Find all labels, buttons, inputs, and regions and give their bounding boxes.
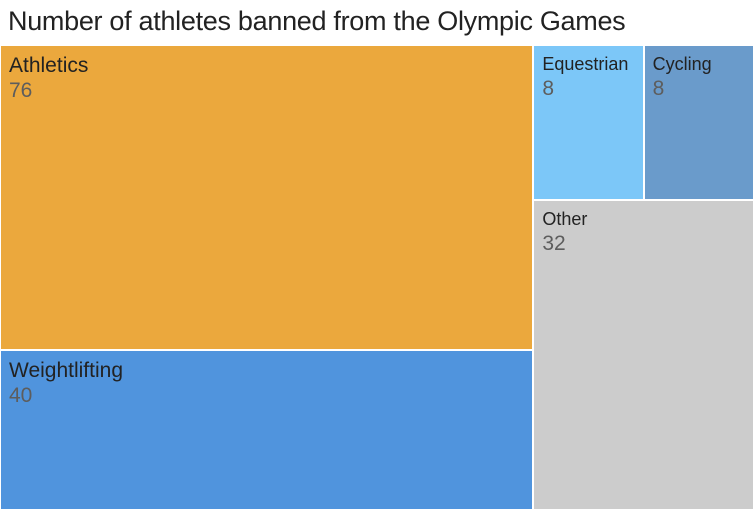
tile-value: 8 bbox=[652, 77, 665, 100]
tile-value: 8 bbox=[542, 77, 554, 100]
tile-label: Equestrian bbox=[542, 54, 629, 74]
tile-value: 40 bbox=[9, 383, 33, 407]
tile-label: Other bbox=[542, 209, 588, 229]
tile-cycling: Cycling 8 bbox=[643, 45, 754, 200]
tile-label: Athletics bbox=[9, 54, 89, 77]
tile-other: Other 32 bbox=[533, 200, 754, 510]
tile-label: Weightlifting bbox=[9, 358, 124, 382]
chart-title: Number of athletes banned from the Olymp… bbox=[8, 6, 626, 36]
tile-weightlifting: Weightlifting 40 bbox=[0, 349, 534, 510]
tile-label: Cycling bbox=[652, 54, 712, 74]
tile-equestrian: Equestrian 8 bbox=[533, 45, 644, 200]
tile-value: 76 bbox=[9, 79, 33, 102]
tile-value: 32 bbox=[542, 232, 566, 255]
tile-athletics: Athletics 76 bbox=[0, 45, 534, 350]
treemap: Athletics 76 Weightlifting 40 Equestrian… bbox=[0, 45, 754, 510]
